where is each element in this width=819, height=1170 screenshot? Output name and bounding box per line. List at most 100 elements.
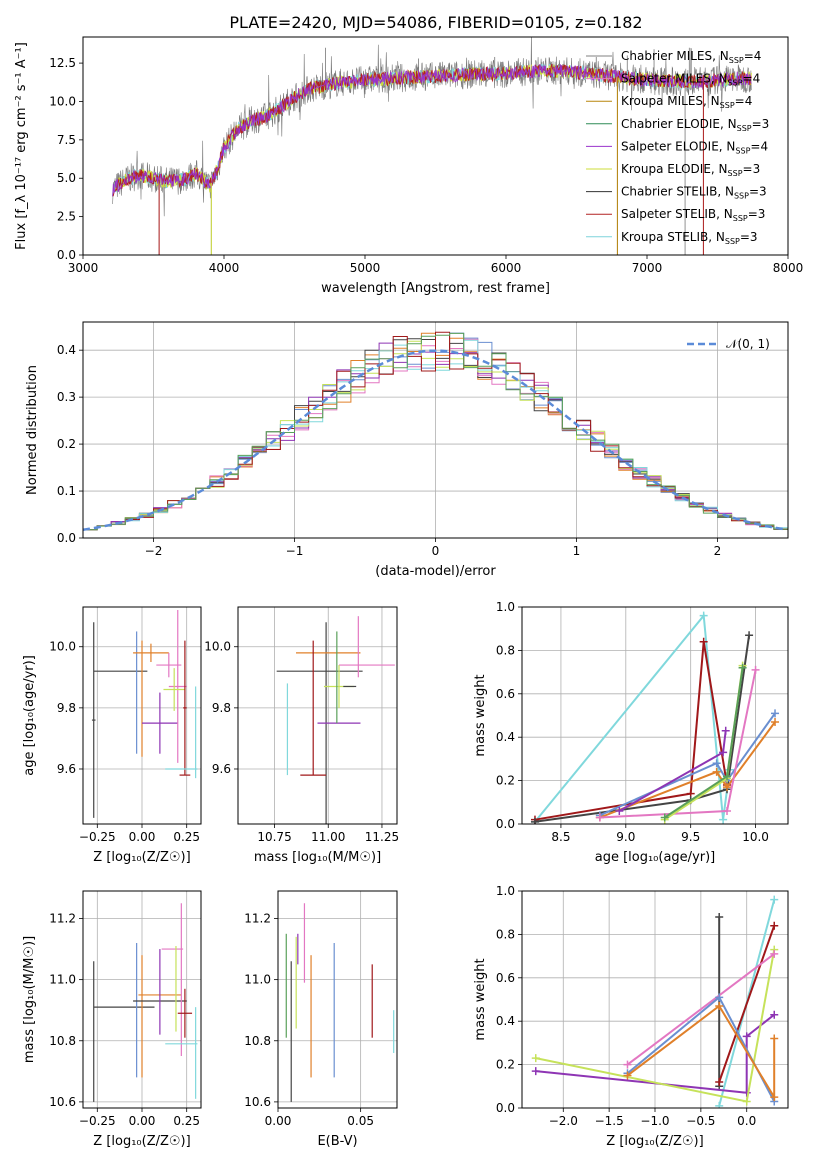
grid <box>238 607 397 824</box>
weight-marker <box>531 1054 540 1063</box>
legend-entry: Chabrier MILES, NSSP=4 <box>621 49 761 65</box>
weight-line <box>534 613 731 823</box>
data-point <box>163 668 185 711</box>
x-tick-label: 4000 <box>209 261 240 275</box>
y-tick-label: 11.0 <box>244 973 271 987</box>
x-tick-label: 9.5 <box>681 830 700 844</box>
x-tick-label: 11.25 <box>365 830 399 844</box>
y-tick-label: 11.2 <box>49 912 76 926</box>
y-tick-label: 0.3 <box>57 390 76 404</box>
y-tick-label: 11.2 <box>244 912 271 926</box>
x-tick-label: 0 <box>432 544 440 558</box>
weight-marker <box>712 759 721 768</box>
y-tick-label: 0.4 <box>57 343 76 357</box>
plot-frame <box>82 606 202 825</box>
x-tick-label: 0.00 <box>129 830 156 844</box>
y-axis-label: age [log₁₀(age/yr)] <box>22 655 37 776</box>
ticks: 3000 4000 5000 6000 7000 8000 0.0 2.5 5.0 7.5 10.0… <box>49 56 803 275</box>
weight-vs-metallicity-panel: −2.0 −1.5 −1.0 −0.5 0.0 0.0 0.2 0.4 0.6 0.8 1.0 Z [… <box>473 884 789 1149</box>
weight-marker <box>742 1032 751 1041</box>
weight-marker <box>712 767 721 776</box>
spectrum-legend: Chabrier MILES, NSSP=4 Salpeter MILES, NS… <box>586 49 769 246</box>
legend-entry: Chabrier STELIB, NSSP=3 <box>621 185 767 201</box>
weight-line <box>626 1004 776 1101</box>
y-tick-label: 0.6 <box>496 971 515 985</box>
y-tick-label: 0.8 <box>496 643 515 657</box>
weight-marker <box>770 921 779 930</box>
y-tick-label: 2.5 <box>57 210 76 224</box>
legend-entry: Salpeter MILES, NSSP=4 <box>621 72 760 88</box>
y-tick-label: 9.8 <box>57 701 76 715</box>
weight-marker <box>715 1077 724 1086</box>
y-tick-label: 0.0 <box>496 1101 515 1115</box>
x-tick-label: 7000 <box>632 261 663 275</box>
ticks: −0.25 0.00 0.25 10.6 10.8 11.0 11.2 <box>49 912 200 1128</box>
weight-marker <box>742 1097 751 1106</box>
plot-frame <box>237 606 398 825</box>
error-bars <box>285 903 395 1102</box>
model-spectrum <box>112 64 752 197</box>
x-tick-label: 0.25 <box>173 830 200 844</box>
x-tick-label: 8000 <box>773 261 804 275</box>
y-tick-label: 10.6 <box>49 1095 76 1109</box>
weight-vs-age-panel: 8.5 9.0 9.5 10.0 0.0 0.2 0.4 0.6 0.8 1.0 age [log₁… <box>473 600 789 865</box>
y-axis-label: mass weight <box>473 958 488 1040</box>
legend-entry: Kroupa MILES, NSSP=4 <box>621 94 752 110</box>
x-tick-label: −0.25 <box>79 830 116 844</box>
weight-line <box>534 641 728 821</box>
x-tick-label: 0.00 <box>129 1114 156 1128</box>
weight-marker <box>771 709 780 718</box>
x-tick-label: 11.00 <box>311 830 345 844</box>
weight-marker <box>770 1093 779 1102</box>
plot-frame <box>277 890 398 1109</box>
plot-frame <box>521 606 789 825</box>
x-tick-label: 0.0 <box>737 1114 756 1128</box>
y-tick-label: 10.0 <box>49 640 76 654</box>
weight-marker <box>738 663 747 672</box>
y-tick-label: 0.4 <box>496 1014 515 1028</box>
x-tick-label: −0.25 <box>79 1114 116 1128</box>
x-axis-label: mass [log₁₀(M/M☉)] <box>254 850 381 865</box>
figure-title: PLATE=2420, MJD=54086, FIBERID=0105, z=0… <box>229 13 642 32</box>
data-point <box>177 988 193 1038</box>
y-tick-label: 11.0 <box>49 973 76 987</box>
weight-marker <box>715 1101 724 1108</box>
data-point <box>183 640 187 776</box>
ticks: −2 −1 0 1 2 0.0 0.1 0.2 0.3 0.4 <box>57 343 721 558</box>
y-tick-label: 0.0 <box>496 817 515 831</box>
y-tick-label: 9.6 <box>212 762 231 776</box>
y-tick-label: 0.2 <box>496 1058 515 1072</box>
x-tick-label: −1.5 <box>595 1114 624 1128</box>
x-tick-label: −1 <box>286 544 304 558</box>
ticks: −2.0 −1.5 −1.0 −0.5 0.0 0.0 0.2 0.4 0.6 0.8 1.0 <box>496 884 756 1128</box>
error-bars <box>91 610 198 818</box>
y-tick-label: 9.8 <box>212 701 231 715</box>
weight-marker <box>719 748 728 757</box>
y-tick-label: 5.0 <box>57 171 76 185</box>
x-axis-label: Z [log₁₀(Z/Z☉)] <box>93 1134 190 1149</box>
y-tick-label: 1.0 <box>496 884 515 898</box>
y-tick-label: 0.6 <box>496 687 515 701</box>
y-tick-label: 10.0 <box>204 640 231 654</box>
weight-marker <box>770 1010 779 1019</box>
weight-marker <box>770 949 779 958</box>
weight-marker <box>771 718 780 727</box>
y-tick-label: 0.2 <box>496 774 515 788</box>
residual-histogram-panel: −2 −1 0 1 2 0.0 0.1 0.2 0.3 0.4 (data-model)/error… <box>25 321 789 579</box>
y-tick-label: 0.4 <box>496 730 515 744</box>
mass-vs-metallicity-panel: −0.25 0.00 0.25 10.6 10.8 11.0 11.2 Z [log₁₀(Z/… <box>22 890 202 1149</box>
x-tick-label: 0.00 <box>265 1114 292 1128</box>
x-axis-label: (data-model)/error <box>375 564 496 579</box>
y-axis-label: mass [log₁₀(M/M☉)] <box>22 936 37 1063</box>
y-tick-label: 10.6 <box>244 1095 271 1109</box>
legend-entry: 𝒩(0, 1) <box>726 337 770 351</box>
ticks: −0.25 0.00 0.25 9.6 9.8 10.0 <box>49 640 200 844</box>
legend-entry: Kroupa ELODIE, NSSP=3 <box>621 162 760 178</box>
x-tick-label: 10.75 <box>257 830 291 844</box>
weight-marker <box>770 1034 779 1043</box>
histograms <box>83 331 788 532</box>
legend-entry: Salpeter STELIB, NSSP=3 <box>621 207 765 223</box>
y-tick-label: 7.5 <box>57 133 76 147</box>
x-tick-label: −1.0 <box>640 1114 669 1128</box>
